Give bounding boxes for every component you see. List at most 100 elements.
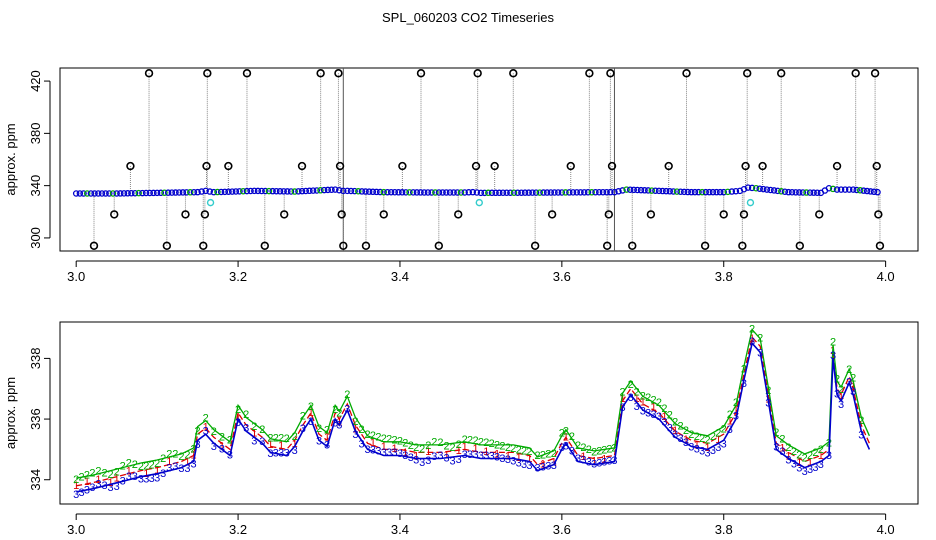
series-marker-2: 2 xyxy=(408,440,414,452)
series-marker-2: 2 xyxy=(101,468,107,480)
baseline-point xyxy=(117,190,124,197)
baseline-point xyxy=(239,187,247,195)
series-marker-3: 3 xyxy=(596,458,602,470)
series-marker-2: 2 xyxy=(667,409,673,421)
series-marker-2: 2 xyxy=(336,407,342,419)
series-marker-2: 2 xyxy=(89,467,95,479)
outlier-point xyxy=(398,161,407,171)
series-marker-1: 1 xyxy=(661,411,667,423)
series-marker-3: 3 xyxy=(190,459,196,471)
x-tick-label: 3.4 xyxy=(391,522,409,537)
series-marker-2: 2 xyxy=(683,425,689,437)
series-marker-3: 3 xyxy=(292,445,298,457)
baseline-point xyxy=(236,188,243,195)
baseline-point xyxy=(652,187,659,194)
baseline-point xyxy=(228,188,236,195)
baseline-point xyxy=(806,189,814,196)
baseline-point xyxy=(324,186,332,194)
baseline-point xyxy=(630,186,638,194)
baseline-point xyxy=(856,187,864,194)
baseline-point xyxy=(543,189,551,196)
series-marker-2: 2 xyxy=(575,440,581,452)
series-marker-2: 2 xyxy=(332,404,338,416)
series-marker-2: 2 xyxy=(773,427,779,439)
series-marker-2: 2 xyxy=(645,392,651,404)
series-marker-3: 3 xyxy=(489,451,495,463)
baseline-point xyxy=(810,189,817,196)
baseline-point xyxy=(124,190,131,197)
series-marker-3: 3 xyxy=(450,455,456,467)
top-panel: 3.0 3.2 3.4 3.6 3.8 4.0 300 340 380 420 approx. pp… xyxy=(3,67,919,284)
outlier-point xyxy=(758,161,767,171)
series-marker-3: 3 xyxy=(166,463,172,475)
series-marker-2: 2 xyxy=(651,394,657,406)
series-marker-2: 2 xyxy=(551,448,557,460)
series-marker-1: 1 xyxy=(580,451,586,463)
series-marker-2: 2 xyxy=(358,424,364,436)
baseline-point xyxy=(313,187,321,194)
baseline-point xyxy=(284,188,291,195)
series-marker-3: 3 xyxy=(472,449,478,461)
series-marker-1: 1 xyxy=(540,458,546,470)
series-marker-2: 2 xyxy=(661,403,667,415)
baseline-point xyxy=(492,189,499,197)
series-marker-3: 3 xyxy=(79,487,85,499)
series-marker-3: 3 xyxy=(358,438,364,450)
baseline-point xyxy=(317,187,324,194)
x-tick-label: 3.2 xyxy=(229,522,247,537)
outlier-point xyxy=(200,210,210,219)
series-marker-3: 3 xyxy=(601,457,607,469)
series-marker-1: 1 xyxy=(640,397,646,409)
baseline-point xyxy=(853,186,860,194)
series-marker-2: 2 xyxy=(344,389,350,401)
baseline-point xyxy=(785,188,792,196)
baseline-point xyxy=(473,189,481,196)
baseline-point xyxy=(503,189,510,196)
series-marker-3: 3 xyxy=(812,462,818,474)
series-marker-1: 1 xyxy=(126,466,132,478)
baseline-point xyxy=(569,189,577,196)
series-marker-3: 3 xyxy=(545,461,551,473)
plot-frame xyxy=(59,67,919,252)
series-marker-2: 2 xyxy=(425,440,431,452)
outlier-point xyxy=(602,241,612,250)
series-marker-3: 3 xyxy=(791,459,797,471)
baseline-point xyxy=(358,188,366,195)
series-marker-1: 1 xyxy=(95,474,101,486)
series-marker-3: 3 xyxy=(651,409,657,421)
baseline-point xyxy=(706,188,713,196)
baseline-point xyxy=(347,187,355,195)
series-marker-2: 2 xyxy=(352,416,358,428)
series-marker-2: 2 xyxy=(699,433,705,445)
baseline-point xyxy=(695,188,702,196)
series-marker-3: 3 xyxy=(467,449,473,461)
baseline-point xyxy=(670,188,677,195)
series-marker-3: 3 xyxy=(219,444,225,456)
series-marker-1: 1 xyxy=(749,333,755,345)
baseline-point xyxy=(728,188,736,195)
series-marker-3: 3 xyxy=(483,450,489,462)
series-marker-3: 3 xyxy=(419,457,425,469)
series-marker-2: 2 xyxy=(834,374,840,386)
series-marker-2: 2 xyxy=(591,446,597,458)
series-marker-1: 1 xyxy=(601,454,607,466)
series-marker-2: 2 xyxy=(749,324,755,336)
series-marker-2: 2 xyxy=(494,439,500,451)
baseline-point xyxy=(863,187,871,195)
series-marker-3: 3 xyxy=(580,454,586,466)
series-marker-3: 3 xyxy=(667,423,673,435)
baseline-point xyxy=(247,187,254,195)
series-marker-2: 2 xyxy=(450,442,456,454)
series-marker-3: 3 xyxy=(114,481,120,493)
series-marker-2: 2 xyxy=(818,444,824,456)
baseline-point xyxy=(128,189,135,197)
x-tick-label: 3.0 xyxy=(67,522,85,537)
series-marker-3: 3 xyxy=(494,452,500,464)
baseline-point xyxy=(443,189,450,196)
series-marker-3: 3 xyxy=(344,404,350,416)
series-marker-3: 3 xyxy=(510,455,516,467)
baseline-point xyxy=(406,189,413,196)
series-marker-3: 3 xyxy=(715,442,721,454)
baseline-point xyxy=(225,188,232,195)
baseline-point xyxy=(398,189,406,196)
